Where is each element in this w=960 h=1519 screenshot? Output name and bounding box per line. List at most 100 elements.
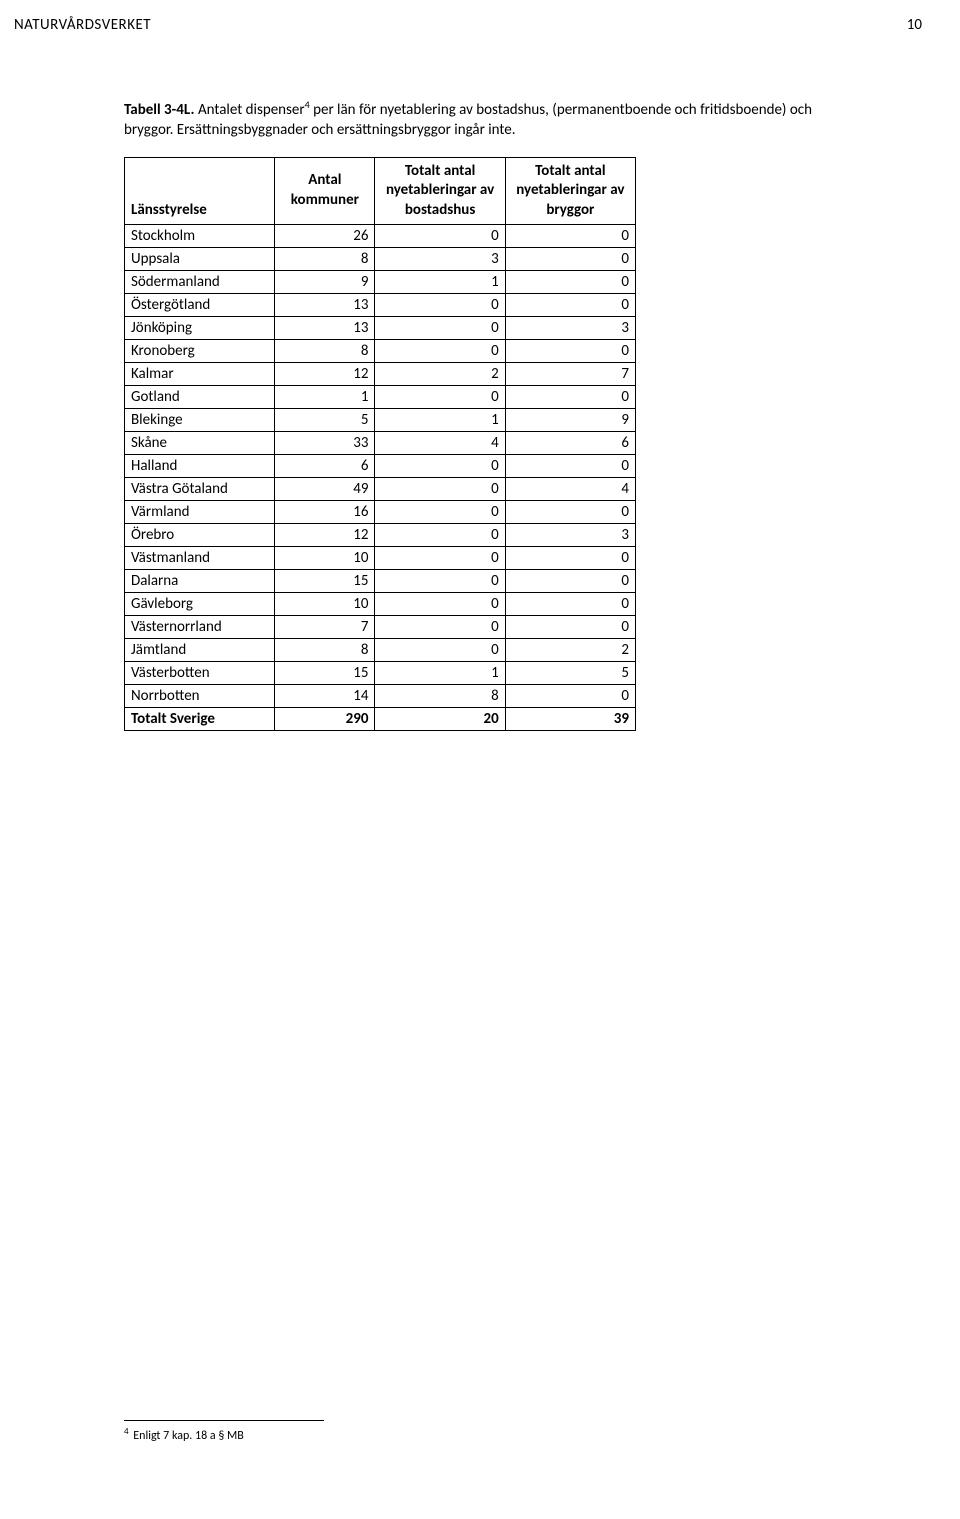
- table-cell: 0: [375, 570, 505, 593]
- table-row: Dalarna1500: [125, 570, 636, 593]
- table-cell: Gävleborg: [125, 593, 275, 616]
- table-cell: 0: [505, 225, 635, 248]
- table-cell: 0: [505, 616, 635, 639]
- table-cell: 6: [505, 432, 635, 455]
- table-cell: 5: [275, 409, 375, 432]
- table-row: Västmanland1000: [125, 547, 636, 570]
- table-row: Kronoberg800: [125, 340, 636, 363]
- table-cell: 15: [275, 570, 375, 593]
- table-header-cell: Länsstyrelse: [125, 157, 275, 225]
- caption-prefix: Tabell 3-4L.: [124, 101, 195, 119]
- table-row: Södermanland910: [125, 271, 636, 294]
- table-cell: 0: [505, 570, 635, 593]
- table-cell: 15: [275, 662, 375, 685]
- table-cell: Kronoberg: [125, 340, 275, 363]
- table-cell: 0: [505, 294, 635, 317]
- table-cell: Västernorrland: [125, 616, 275, 639]
- footnote: 4 Enligt 7 kap. 18 a § MB: [124, 1426, 244, 1443]
- table-row: Halland600: [125, 455, 636, 478]
- table-cell: 0: [375, 639, 505, 662]
- table-header-row: LänsstyrelseAntal kommunerTotalt antal n…: [125, 157, 636, 225]
- table-row: Kalmar1227: [125, 363, 636, 386]
- table-cell: 3: [375, 248, 505, 271]
- table-cell: 0: [375, 524, 505, 547]
- table-total-cell: 20: [375, 708, 505, 731]
- table-cell: 33: [275, 432, 375, 455]
- table-row: Värmland1600: [125, 501, 636, 524]
- table-total-cell: 290: [275, 708, 375, 731]
- table-cell: Uppsala: [125, 248, 275, 271]
- table-cell: Stockholm: [125, 225, 275, 248]
- table-cell: 0: [505, 547, 635, 570]
- table-cell: 0: [505, 455, 635, 478]
- content-area: Tabell 3-4L. Antalet dispenser4 per län …: [124, 98, 844, 731]
- table-caption: Tabell 3-4L. Antalet dispenser4 per län …: [124, 98, 844, 141]
- table-cell: 7: [275, 616, 375, 639]
- data-table: LänsstyrelseAntal kommunerTotalt antal n…: [124, 157, 636, 732]
- table-row: Örebro1203: [125, 524, 636, 547]
- table-cell: 13: [275, 317, 375, 340]
- table-cell: Örebro: [125, 524, 275, 547]
- table-cell: Halland: [125, 455, 275, 478]
- table-cell: 16: [275, 501, 375, 524]
- table-cell: Västerbotten: [125, 662, 275, 685]
- table-total-cell: 39: [505, 708, 635, 731]
- table-cell: 0: [375, 478, 505, 501]
- table-cell: 9: [275, 271, 375, 294]
- table-cell: 12: [275, 524, 375, 547]
- table-row: Gävleborg1000: [125, 593, 636, 616]
- table-cell: Dalarna: [125, 570, 275, 593]
- caption-body1: Antalet dispenser: [195, 101, 305, 119]
- table-cell: 0: [375, 593, 505, 616]
- table-cell: 14: [275, 685, 375, 708]
- table-cell: 0: [505, 271, 635, 294]
- table-cell: 0: [505, 386, 635, 409]
- table-cell: 8: [275, 639, 375, 662]
- table-row: Blekinge519: [125, 409, 636, 432]
- table-cell: Jämtland: [125, 639, 275, 662]
- table-cell: 2: [375, 363, 505, 386]
- table-cell: 0: [505, 248, 635, 271]
- table-cell: 1: [375, 271, 505, 294]
- table-cell: 1: [275, 386, 375, 409]
- table-cell: 0: [375, 547, 505, 570]
- table-row: Skåne3346: [125, 432, 636, 455]
- table-row: Västra Götaland4904: [125, 478, 636, 501]
- table-body: Stockholm2600Uppsala830Södermanland910Ös…: [125, 225, 636, 731]
- table-cell: Västmanland: [125, 547, 275, 570]
- table-cell: 0: [375, 386, 505, 409]
- table-cell: Värmland: [125, 501, 275, 524]
- table-cell: 4: [375, 432, 505, 455]
- table-cell: 0: [375, 294, 505, 317]
- table-cell: 0: [375, 317, 505, 340]
- table-cell: Norrbotten: [125, 685, 275, 708]
- table-cell: 1: [375, 409, 505, 432]
- table-cell: 10: [275, 547, 375, 570]
- table-cell: 0: [375, 455, 505, 478]
- table-cell: 3: [505, 317, 635, 340]
- table-cell: Södermanland: [125, 271, 275, 294]
- table-cell: 0: [505, 685, 635, 708]
- table-cell: Östergötland: [125, 294, 275, 317]
- table-header-cell: Totalt antal nyetableringar av bostadshu…: [375, 157, 505, 225]
- table-cell: 0: [505, 340, 635, 363]
- table-cell: 12: [275, 363, 375, 386]
- table-cell: 4: [505, 478, 635, 501]
- table-header-cell: Antal kommuner: [275, 157, 375, 225]
- table-cell: Skåne: [125, 432, 275, 455]
- table-cell: 6: [275, 455, 375, 478]
- table-cell: 2: [505, 639, 635, 662]
- table-cell: 8: [275, 248, 375, 271]
- table-total-row: Totalt Sverige2902039: [125, 708, 636, 731]
- table-cell: Gotland: [125, 386, 275, 409]
- table-cell: 1: [375, 662, 505, 685]
- table-cell: 49: [275, 478, 375, 501]
- table-cell: Jönköping: [125, 317, 275, 340]
- table-cell: 13: [275, 294, 375, 317]
- table-cell: 26: [275, 225, 375, 248]
- table-cell: 3: [505, 524, 635, 547]
- table-row: Gotland100: [125, 386, 636, 409]
- table-cell: 8: [375, 685, 505, 708]
- footnote-number: 4: [124, 1426, 129, 1437]
- table-row: Jämtland802: [125, 639, 636, 662]
